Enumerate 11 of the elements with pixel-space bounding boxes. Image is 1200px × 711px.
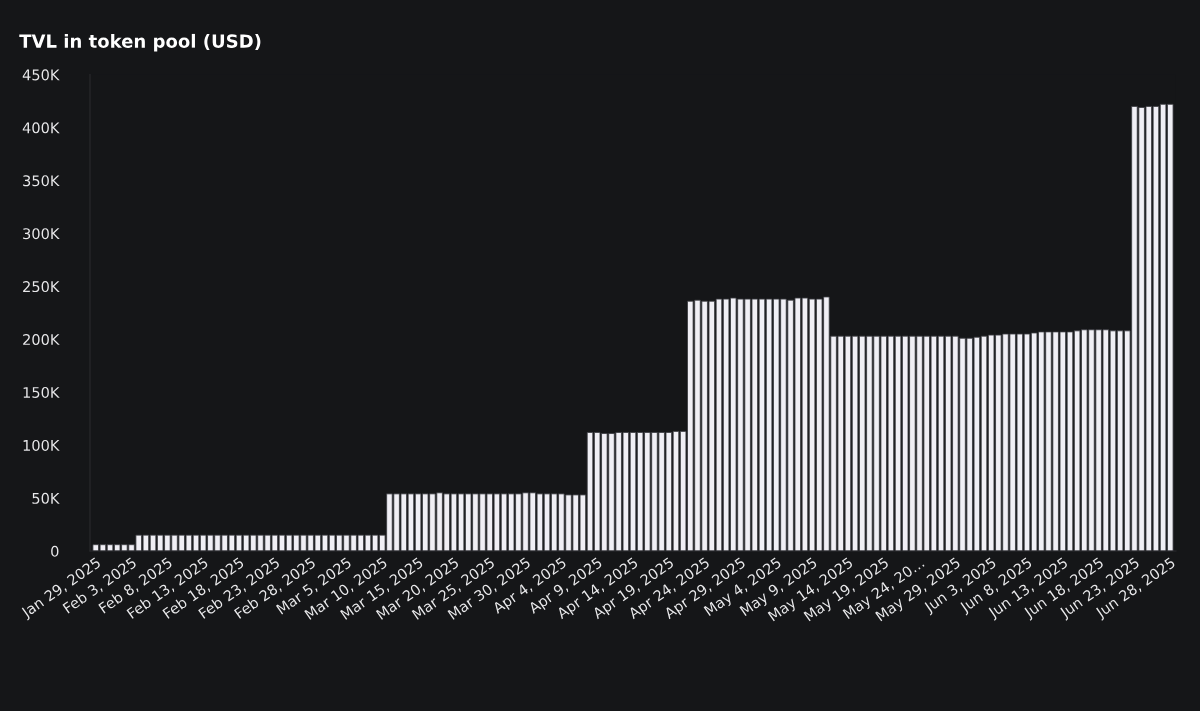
y-tick-label: 400K (22, 122, 60, 134)
y-tick-label: 100K (23, 439, 60, 451)
y-tick-label: 450K (22, 69, 60, 81)
y-tick-label: 150K (23, 386, 60, 398)
y-tick-label: 200K (23, 334, 60, 346)
y-tick-label: 300K (23, 228, 60, 240)
y-tick-label: 0 (51, 545, 59, 557)
y-tick-label: 50K (32, 492, 60, 504)
y-tick-label: 350K (23, 175, 60, 187)
chart-title: TVL in token pool (USD) (19, 33, 261, 52)
y-tick-label: 250K (23, 281, 60, 293)
